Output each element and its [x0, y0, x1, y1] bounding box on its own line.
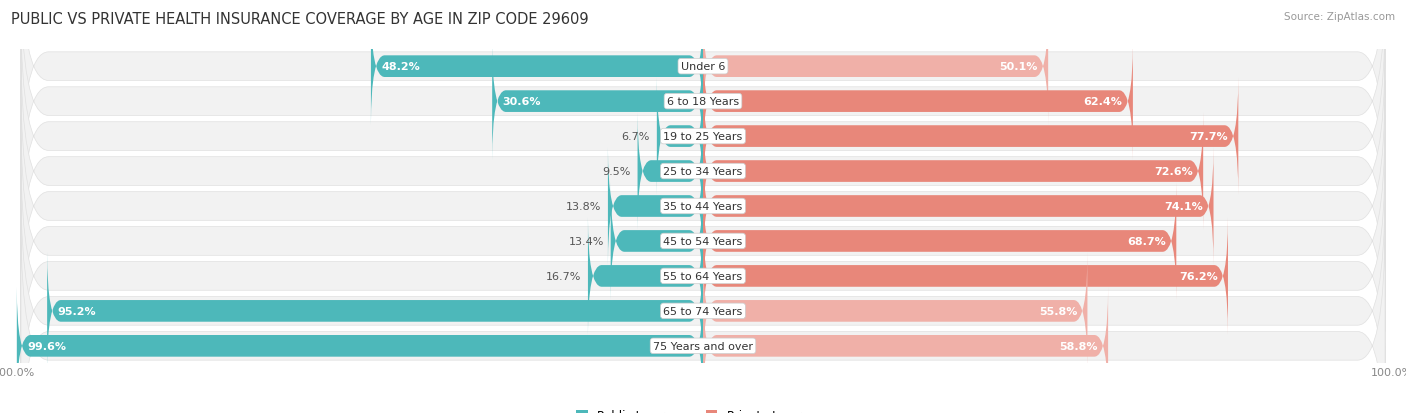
- Text: 58.8%: 58.8%: [1059, 341, 1098, 351]
- FancyBboxPatch shape: [703, 113, 1204, 230]
- FancyBboxPatch shape: [21, 0, 1385, 227]
- FancyBboxPatch shape: [703, 43, 1133, 161]
- FancyBboxPatch shape: [703, 287, 1108, 405]
- FancyBboxPatch shape: [703, 8, 1047, 126]
- Text: 75 Years and over: 75 Years and over: [652, 341, 754, 351]
- Text: 16.7%: 16.7%: [546, 271, 581, 281]
- Text: 13.4%: 13.4%: [568, 236, 603, 247]
- Text: 95.2%: 95.2%: [58, 306, 96, 316]
- Text: 13.8%: 13.8%: [565, 202, 600, 211]
- Text: 9.5%: 9.5%: [602, 166, 631, 177]
- FancyBboxPatch shape: [21, 0, 1385, 192]
- Text: 25 to 34 Years: 25 to 34 Years: [664, 166, 742, 177]
- FancyBboxPatch shape: [703, 252, 1087, 370]
- FancyBboxPatch shape: [21, 81, 1385, 332]
- Text: 30.6%: 30.6%: [502, 97, 541, 107]
- FancyBboxPatch shape: [21, 116, 1385, 367]
- FancyBboxPatch shape: [607, 147, 703, 266]
- Text: 72.6%: 72.6%: [1154, 166, 1192, 177]
- Text: 65 to 74 Years: 65 to 74 Years: [664, 306, 742, 316]
- FancyBboxPatch shape: [21, 186, 1385, 413]
- FancyBboxPatch shape: [371, 8, 703, 126]
- FancyBboxPatch shape: [610, 183, 703, 300]
- FancyBboxPatch shape: [588, 217, 703, 335]
- FancyBboxPatch shape: [17, 287, 703, 405]
- Text: 74.1%: 74.1%: [1164, 202, 1204, 211]
- FancyBboxPatch shape: [637, 113, 703, 230]
- Legend: Public Insurance, Private Insurance: Public Insurance, Private Insurance: [571, 404, 835, 413]
- Text: 48.2%: 48.2%: [381, 62, 420, 72]
- Text: 76.2%: 76.2%: [1178, 271, 1218, 281]
- FancyBboxPatch shape: [21, 151, 1385, 401]
- FancyBboxPatch shape: [492, 43, 703, 161]
- Text: PUBLIC VS PRIVATE HEALTH INSURANCE COVERAGE BY AGE IN ZIP CODE 29609: PUBLIC VS PRIVATE HEALTH INSURANCE COVER…: [11, 12, 589, 27]
- Text: 55 to 64 Years: 55 to 64 Years: [664, 271, 742, 281]
- Text: Under 6: Under 6: [681, 62, 725, 72]
- Text: 55.8%: 55.8%: [1039, 306, 1077, 316]
- Text: 99.6%: 99.6%: [27, 341, 66, 351]
- FancyBboxPatch shape: [48, 252, 703, 370]
- FancyBboxPatch shape: [703, 78, 1239, 196]
- Text: 77.7%: 77.7%: [1189, 132, 1227, 142]
- FancyBboxPatch shape: [21, 12, 1385, 262]
- Text: 6.7%: 6.7%: [621, 132, 650, 142]
- Text: 19 to 25 Years: 19 to 25 Years: [664, 132, 742, 142]
- Text: Source: ZipAtlas.com: Source: ZipAtlas.com: [1284, 12, 1395, 22]
- Text: 6 to 18 Years: 6 to 18 Years: [666, 97, 740, 107]
- Text: 50.1%: 50.1%: [1000, 62, 1038, 72]
- FancyBboxPatch shape: [657, 78, 703, 196]
- Text: 62.4%: 62.4%: [1084, 97, 1122, 107]
- FancyBboxPatch shape: [21, 46, 1385, 297]
- FancyBboxPatch shape: [703, 147, 1213, 266]
- Text: 68.7%: 68.7%: [1128, 236, 1166, 247]
- FancyBboxPatch shape: [703, 183, 1177, 300]
- FancyBboxPatch shape: [703, 217, 1227, 335]
- FancyBboxPatch shape: [21, 221, 1385, 413]
- Text: 45 to 54 Years: 45 to 54 Years: [664, 236, 742, 247]
- Text: 35 to 44 Years: 35 to 44 Years: [664, 202, 742, 211]
